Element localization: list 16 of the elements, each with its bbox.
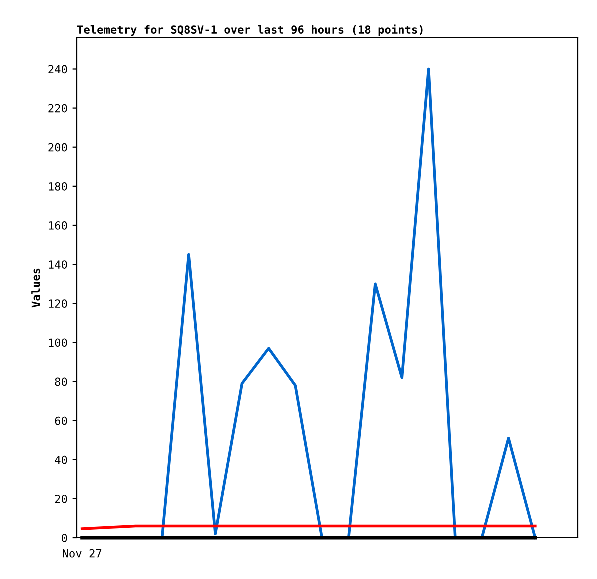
y-tick-label: 220 — [48, 104, 68, 113]
y-tick-label: 160 — [49, 222, 68, 230]
y-tick-label: 180 — [49, 182, 68, 191]
y-tick-label: 0 — [62, 534, 68, 542]
y-tick-label: 20 — [55, 494, 68, 504]
chart-title: Telemetry for SQ8SV-1 over last 96 hours (18 points) — [77, 24, 423, 36]
y-tick-label: 60 — [55, 416, 68, 426]
y-tick-label: 100 — [49, 338, 68, 348]
y-tick-label: 200 — [48, 143, 68, 152]
y-axis-title: Values — [32, 268, 40, 308]
y-tick-label: 240 — [48, 65, 68, 74]
y-tick-label: 140 — [49, 260, 68, 269]
y-tick-label: 120 — [49, 300, 68, 308]
y-tick-label: 40 — [55, 456, 68, 464]
y-tick-label: 80 — [55, 378, 68, 386]
x-tick-label: Nov 27 — [63, 549, 102, 558]
